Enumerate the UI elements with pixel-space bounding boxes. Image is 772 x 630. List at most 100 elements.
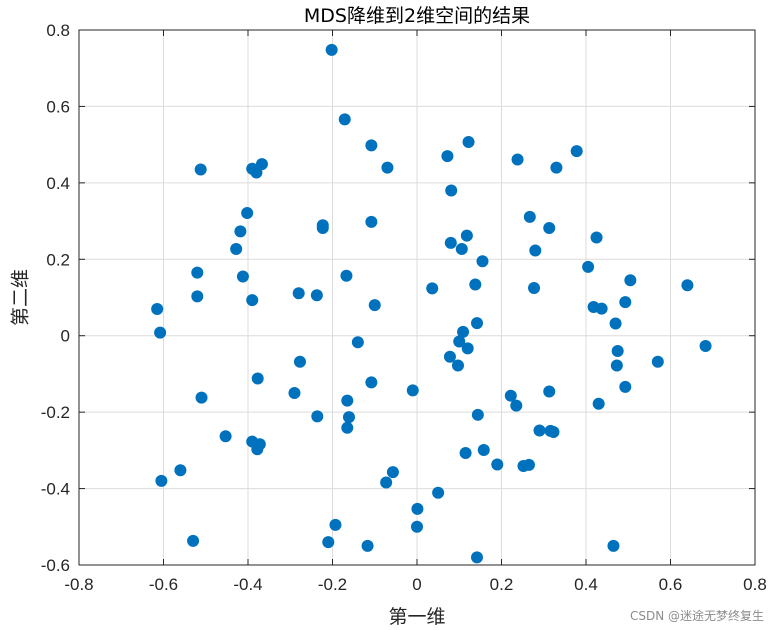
data-point xyxy=(411,520,423,533)
data-point xyxy=(187,534,200,547)
data-point xyxy=(380,476,393,489)
data-point xyxy=(251,443,264,456)
data-point xyxy=(550,161,563,174)
data-point xyxy=(340,269,353,282)
data-point xyxy=(341,421,354,434)
data-point xyxy=(441,150,454,163)
data-point xyxy=(444,236,457,249)
data-point xyxy=(547,426,560,439)
data-point xyxy=(459,447,472,460)
data-point xyxy=(411,502,424,515)
data-point xyxy=(699,340,712,353)
data-point xyxy=(288,387,301,400)
data-point xyxy=(236,270,249,283)
y-tick-label: 0.6 xyxy=(46,97,70,116)
data-point xyxy=(426,282,439,295)
data-point xyxy=(155,474,168,487)
x-tick-label: 0 xyxy=(412,575,421,594)
x-tick-label: -0.8 xyxy=(64,575,93,594)
data-point xyxy=(191,266,204,279)
y-tick-label: -0.6 xyxy=(41,556,70,575)
data-point xyxy=(250,166,263,179)
data-point xyxy=(365,139,378,152)
data-point xyxy=(251,372,264,385)
data-point xyxy=(293,355,306,368)
y-tick-label: -0.4 xyxy=(41,480,70,499)
data-point xyxy=(365,376,378,389)
data-point xyxy=(432,486,445,499)
x-axis-label: 第一维 xyxy=(388,606,445,628)
data-point xyxy=(619,380,632,393)
data-point xyxy=(543,385,556,398)
data-point xyxy=(543,221,556,234)
y-tick-label: 0 xyxy=(61,327,70,346)
data-point xyxy=(611,345,624,357)
data-point xyxy=(455,242,468,255)
chart-title: MDS降维到2维空间的结果 xyxy=(304,5,530,27)
data-point xyxy=(595,302,608,315)
data-point xyxy=(533,424,546,437)
data-point xyxy=(471,408,484,421)
data-point xyxy=(329,518,342,531)
y-tick-label: 0.8 xyxy=(46,21,70,40)
data-point xyxy=(219,430,232,443)
data-point xyxy=(651,355,664,368)
data-point xyxy=(154,326,167,339)
data-point xyxy=(194,163,207,176)
data-point xyxy=(443,350,456,363)
x-tick-label: -0.6 xyxy=(149,575,178,594)
y-tick-label: 0.4 xyxy=(46,174,70,193)
x-tick-label: 0.4 xyxy=(574,575,598,594)
data-point xyxy=(381,161,394,174)
data-point xyxy=(457,325,470,338)
data-point xyxy=(241,207,254,220)
data-point xyxy=(681,279,694,292)
data-point xyxy=(342,411,355,424)
data-point xyxy=(195,391,208,404)
data-point xyxy=(234,225,247,238)
data-point xyxy=(529,244,542,257)
data-point xyxy=(570,145,583,158)
data-point xyxy=(351,336,364,349)
data-point xyxy=(511,153,524,166)
data-point xyxy=(590,231,603,244)
data-point xyxy=(368,299,381,312)
data-point xyxy=(592,397,605,410)
data-point xyxy=(510,399,523,412)
data-point xyxy=(338,113,351,126)
data-point xyxy=(230,242,243,255)
data-point xyxy=(491,458,504,471)
data-point xyxy=(325,43,338,56)
x-tick-label: 0.2 xyxy=(490,575,514,594)
data-point xyxy=(609,317,622,330)
y-tick-label: 0.2 xyxy=(46,250,70,269)
data-point xyxy=(453,335,466,348)
data-point xyxy=(365,215,378,228)
data-point xyxy=(610,359,623,372)
data-point xyxy=(361,539,374,552)
x-tick-labels: -0.8 -0.6 -0.4 -0.2 0 0.2 0.4 0.6 0.8 xyxy=(64,575,766,594)
data-point xyxy=(522,458,535,471)
data-points xyxy=(151,43,712,564)
data-point xyxy=(504,389,517,402)
data-point xyxy=(470,317,483,330)
data-point xyxy=(311,410,324,423)
data-point xyxy=(582,260,595,273)
data-point xyxy=(292,287,305,300)
data-point xyxy=(406,384,419,397)
data-point xyxy=(462,135,475,148)
data-point xyxy=(523,210,536,223)
data-point xyxy=(470,551,483,564)
data-point xyxy=(246,294,259,307)
data-point xyxy=(624,274,637,287)
y-axis-label: 第二维 xyxy=(10,269,32,326)
data-point xyxy=(461,342,474,355)
data-point xyxy=(341,394,354,407)
data-point xyxy=(310,289,323,302)
data-point xyxy=(445,184,458,197)
axis-ticks xyxy=(78,29,756,566)
data-point xyxy=(477,443,490,456)
x-tick-label: -0.4 xyxy=(233,575,262,594)
